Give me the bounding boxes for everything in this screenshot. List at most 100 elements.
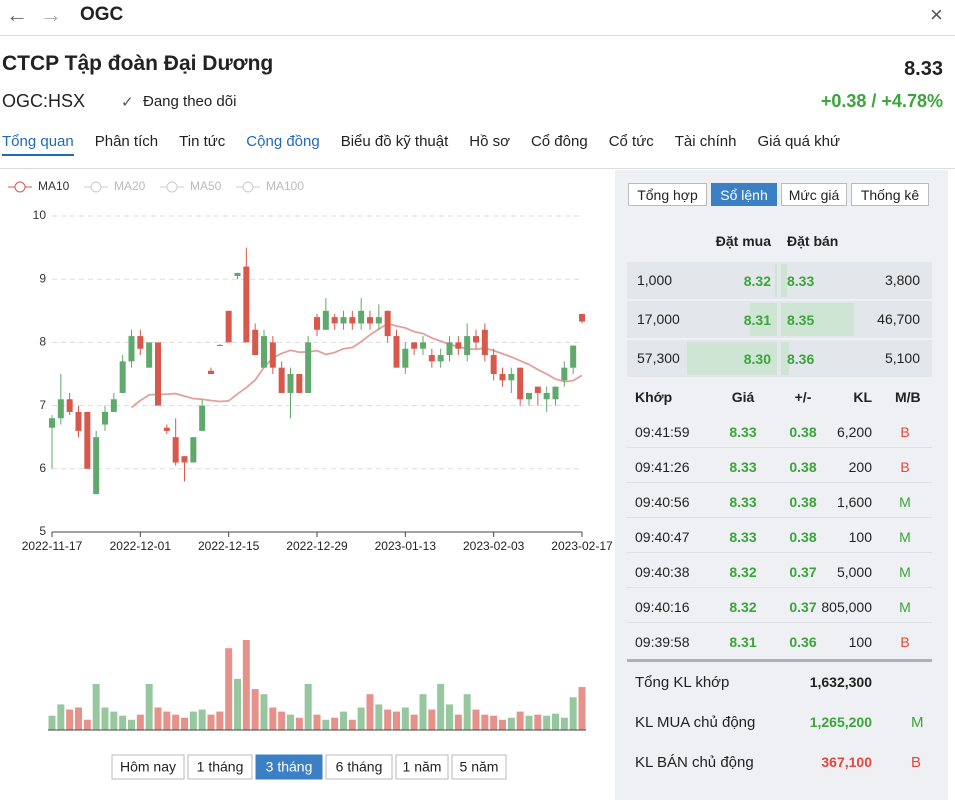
- trade-cell: 8.33: [729, 494, 757, 510]
- trade-cell: 09:41:26: [635, 459, 690, 475]
- volume-bar: [340, 711, 347, 730]
- trade-cell: 0.38: [789, 459, 817, 475]
- range-label[interactable]: 1 tháng: [197, 759, 244, 775]
- volume-bar: [357, 707, 365, 730]
- x-tick-label: 2022-12-15: [198, 539, 260, 553]
- candle-body: [314, 317, 320, 330]
- volume-bar: [393, 711, 400, 730]
- back-button[interactable]: ←: [6, 2, 28, 27]
- candle-body: [340, 317, 347, 324]
- trade-cell: M: [899, 529, 911, 545]
- tab[interactable]: Tổng quan: [2, 133, 74, 156]
- range-button[interactable]: [395, 754, 449, 780]
- trade-cell: 0.38: [789, 529, 817, 545]
- trade-header: KL: [853, 389, 872, 405]
- candle-body: [137, 336, 144, 349]
- range-label[interactable]: Hôm nay: [120, 759, 176, 775]
- volume-bar: [560, 717, 568, 730]
- legend-dot: [90, 181, 102, 193]
- range-label[interactable]: 3 tháng: [266, 759, 313, 775]
- range-label[interactable]: 1 năm: [403, 759, 442, 775]
- trade-cell: M: [899, 494, 911, 510]
- candle-body: [322, 310, 329, 330]
- range-button[interactable]: [451, 754, 507, 780]
- tabs: Tổng quan Phân tích Tin tức Cộng đồng Biểu đ…: [2, 133, 840, 156]
- candle-body: [234, 272, 241, 277]
- volume-bar: [472, 709, 480, 730]
- range-button[interactable]: [255, 754, 323, 780]
- volume-bar: [269, 707, 277, 730]
- y-tick-label: 8: [39, 335, 46, 349]
- volume-bar: [410, 714, 418, 730]
- range-button[interactable]: [325, 754, 393, 780]
- range-label[interactable]: 6 tháng: [336, 759, 383, 775]
- volume-bar: [490, 715, 498, 730]
- candle-body: [172, 437, 179, 463]
- volume-bar: [163, 711, 171, 730]
- trade-cell: 8.33: [729, 529, 757, 545]
- tab[interactable]: Tin tức: [179, 133, 226, 150]
- book-row: 1,000 8.32 8.33 3,800: [627, 262, 932, 299]
- tab[interactable]: Hồ sơ: [469, 133, 510, 150]
- ask-price: 8.33: [787, 273, 815, 289]
- summary-value: 367,100: [821, 754, 872, 770]
- ask-bar: [781, 303, 855, 336]
- volume-bar: [499, 719, 506, 730]
- range-button[interactable]: [187, 754, 253, 780]
- legend-dot: [166, 181, 178, 193]
- bid-bar: [750, 303, 777, 336]
- volume-bar: [401, 707, 409, 730]
- volume-bar: [428, 709, 436, 730]
- trade-cell: 0.38: [789, 424, 817, 440]
- candle-body: [57, 399, 64, 419]
- range-button[interactable]: [111, 754, 185, 780]
- volume-bar: [189, 711, 197, 730]
- tab[interactable]: Tài chính: [674, 133, 737, 150]
- tab[interactable]: Cộng đồng: [246, 133, 320, 150]
- close-button[interactable]: ×: [930, 2, 943, 27]
- ask-qty: 5,100: [884, 350, 920, 366]
- summary-value: 1,265,200: [809, 714, 872, 730]
- y-tick-label: 5: [39, 524, 46, 538]
- volume-bar: [552, 713, 559, 730]
- candle-body: [163, 427, 170, 431]
- trade-cell: 8.33: [729, 424, 757, 440]
- ask-qty: 46,700: [877, 311, 920, 327]
- panel-tab[interactable]: Mức giá: [781, 183, 847, 206]
- x-tick-label: 2023-01-13: [375, 539, 437, 553]
- panel-tab[interactable]: Thống kê: [851, 183, 929, 206]
- volume-bar: [481, 714, 489, 730]
- volume-bar: [348, 719, 356, 730]
- volume-bar: [251, 689, 259, 730]
- candle-body: [199, 405, 206, 431]
- trade-cell: 6,200: [836, 424, 872, 440]
- volume-bar: [83, 719, 91, 730]
- bid-qty: 17,000: [637, 311, 680, 327]
- panel-tab[interactable]: Sổ lệnh: [711, 183, 777, 206]
- tab[interactable]: Cổ tức: [608, 133, 654, 150]
- summary-side: M: [911, 714, 924, 731]
- forward-button[interactable]: →: [40, 2, 62, 27]
- volume-bar: [242, 640, 250, 730]
- follow[interactable]: Đang theo dõi: [143, 93, 237, 110]
- panel-tab[interactable]: Tổng hợp: [628, 183, 707, 206]
- trade-cell: 09:40:38: [635, 564, 690, 580]
- tab[interactable]: Cổ đông: [530, 133, 588, 150]
- candle-body: [481, 329, 488, 356]
- candle-body: [305, 342, 312, 393]
- trade-cell: 0.37: [789, 564, 817, 580]
- ma10-line: [130, 322, 583, 409]
- tab[interactable]: Phân tích: [94, 133, 159, 150]
- volume-bar: [322, 719, 330, 730]
- tab[interactable]: Giá quá khứ: [757, 133, 841, 150]
- candle-body: [269, 342, 276, 368]
- trade-cell: B: [900, 634, 910, 650]
- trade-cell: 0.37: [789, 599, 817, 615]
- tab[interactable]: Biểu đồ kỹ thuật: [340, 133, 449, 150]
- divider: [0, 168, 955, 169]
- check-icon: ✓: [121, 94, 134, 111]
- legend-label: MA10: [38, 179, 70, 193]
- volume-bar: [543, 715, 551, 730]
- range-label[interactable]: 5 năm: [460, 759, 499, 775]
- y-tick-label: 6: [39, 461, 46, 475]
